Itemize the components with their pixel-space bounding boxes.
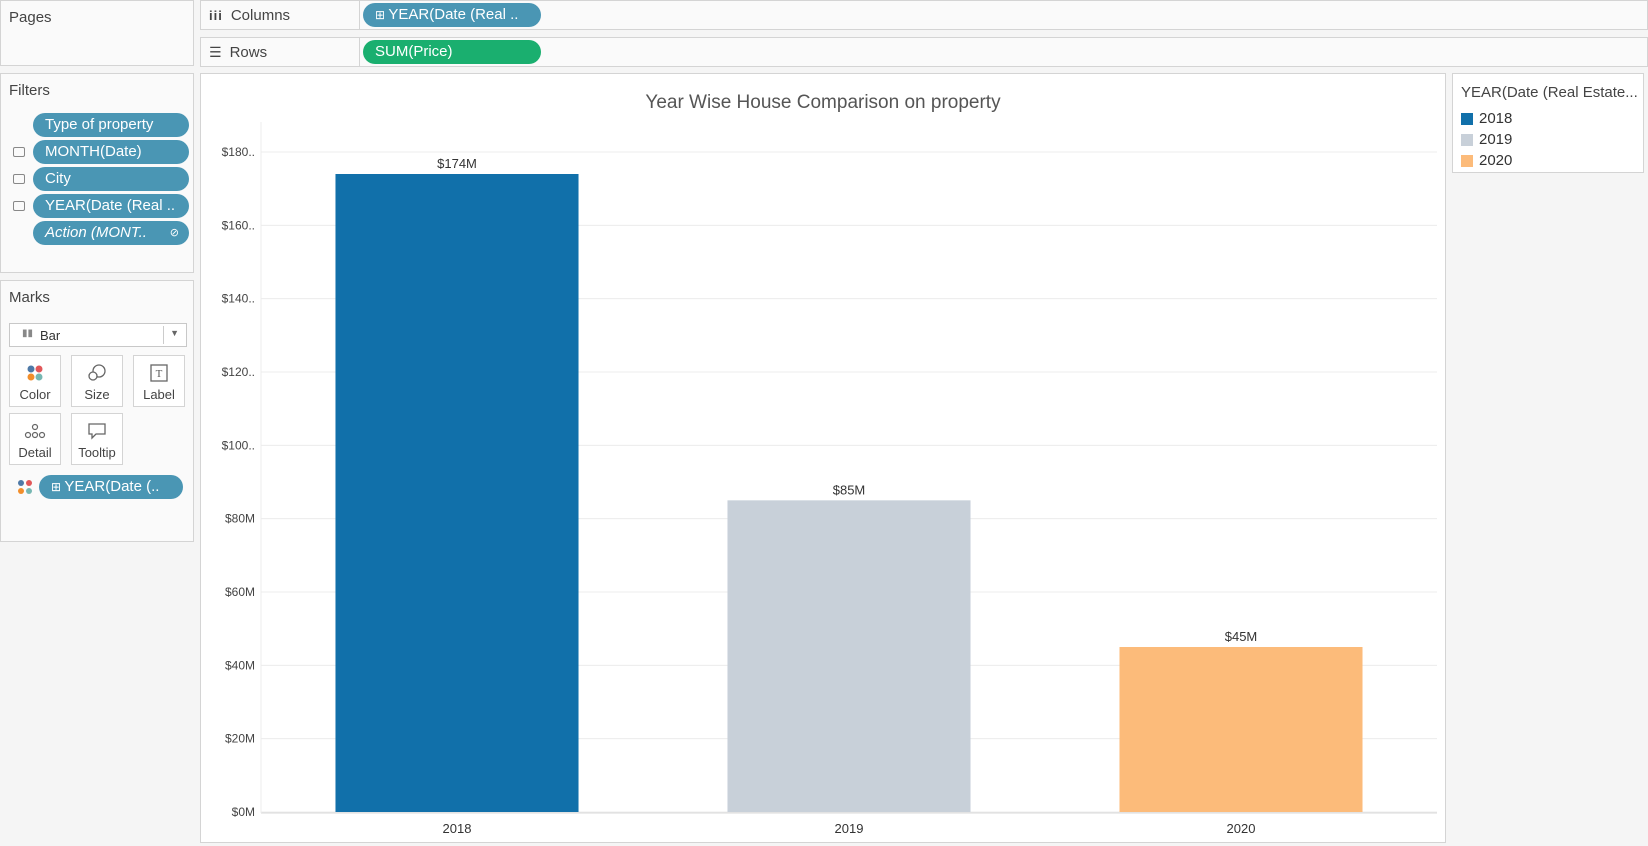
mark-type-dropdown[interactable]: ▮▮ Bar ▼ <box>9 323 187 347</box>
chevron-down-icon: ▼ <box>170 328 179 338</box>
mark-type-label: Bar <box>40 328 61 343</box>
chart-area: Year Wise House Comparison on property $… <box>200 73 1446 843</box>
expand-icon: ⊞ <box>375 8 389 22</box>
x-tick-label: 2019 <box>835 821 864 836</box>
filters-title: Filters <box>9 82 50 99</box>
label-button[interactable]: T Label <box>133 355 185 407</box>
filter-pill-type-of-property[interactable]: Type of property <box>33 113 189 137</box>
color-icon <box>17 479 33 500</box>
data-label: $85M <box>833 482 866 497</box>
rows-shelf: ☰ Rows SUM(Price) <box>200 37 1648 67</box>
columns-divider <box>359 1 360 29</box>
expand-icon: ⊞ <box>51 480 65 494</box>
svg-text:T: T <box>156 368 163 380</box>
y-tick-label: $60M <box>225 585 255 599</box>
y-tick-label: $160.. <box>222 218 255 232</box>
y-tick-label: $40M <box>225 658 255 672</box>
filter-card-icon <box>13 174 25 184</box>
tooltip-button[interactable]: Tooltip <box>71 413 123 465</box>
filter-label: Action (MONT.. <box>45 224 147 241</box>
legend-swatch <box>1461 154 1473 167</box>
bar-2019 <box>727 500 971 812</box>
data-label: $174M <box>437 156 477 171</box>
x-tick-label: 2020 <box>1227 821 1256 836</box>
rows-pill[interactable]: SUM(Price) <box>363 40 541 64</box>
filter-pill-year[interactable]: YEAR(Date (Real .. <box>33 194 189 218</box>
y-tick-label: $120.. <box>222 365 255 379</box>
detail-icon <box>24 422 46 443</box>
filter-pill-action[interactable]: Action (MONT.. ⊘ <box>33 221 189 245</box>
data-label: $45M <box>1225 629 1258 644</box>
chart-title: Year Wise House Comparison on property <box>645 92 1001 113</box>
legend-swatch <box>1461 133 1473 146</box>
color-year-pill[interactable]: ⊞ YEAR(Date (.. <box>39 475 183 499</box>
legend-title: YEAR(Date (Real Estate... <box>1461 84 1638 101</box>
columns-label-text: Columns <box>230 7 291 24</box>
bar-2018 <box>335 174 579 812</box>
filter-card-icon <box>13 201 25 211</box>
detail-button-label: Detail <box>18 445 52 460</box>
label-button-label: Label <box>143 387 175 402</box>
legend-label: 2020 <box>1479 152 1513 169</box>
columns-pill-label: YEAR(Date (Real .. <box>388 6 519 23</box>
columns-shelf: iii Columns ⊞ YEAR(Date (Real .. <box>200 0 1648 30</box>
filter-pill-city[interactable]: City <box>33 167 189 191</box>
marks-panel: Marks ▮▮ Bar ▼ Color Size T Label Detail… <box>0 280 194 542</box>
pages-title: Pages <box>9 9 52 26</box>
rows-label-text: Rows <box>229 44 268 61</box>
legend-swatch <box>1461 112 1473 125</box>
dropdown-divider <box>163 326 164 344</box>
rows-icon: ☰ <box>209 44 222 60</box>
tooltip-button-label: Tooltip <box>78 445 116 460</box>
bar-chart: $0M $20M $40M $60M $80M $100.. $120.. $140.. $16… <box>222 122 1437 836</box>
color-icon <box>26 364 44 385</box>
x-tick-label: 2018 <box>443 821 472 836</box>
pages-panel: Pages <box>0 0 194 66</box>
rows-pill-label: SUM(Price) <box>375 43 453 60</box>
marks-title: Marks <box>9 289 50 306</box>
y-tick-label: $140.. <box>222 292 255 306</box>
filters-panel: Filters Type of property MONTH(Date) Cit… <box>0 73 194 273</box>
filter-label: Type of property <box>45 116 154 133</box>
y-tick-label: $100.. <box>222 438 255 452</box>
detail-button[interactable]: Detail <box>9 413 61 465</box>
legend-item-2020[interactable]: 2020 <box>1461 152 1512 169</box>
filter-pill-month[interactable]: MONTH(Date) <box>33 140 189 164</box>
rows-divider <box>359 38 360 66</box>
size-button[interactable]: Size <box>71 355 123 407</box>
y-tick-label: $180.. <box>222 145 255 159</box>
legend-item-2018[interactable]: 2018 <box>1461 110 1512 127</box>
rows-label: ☰ Rows <box>209 44 267 61</box>
bar-2020 <box>1119 647 1363 812</box>
tooltip-icon <box>87 422 107 443</box>
link-icon: ⊘ <box>169 227 179 239</box>
label-icon: T <box>150 364 168 385</box>
color-button-label: Color <box>19 387 51 402</box>
y-tick-label: $0M <box>232 805 255 819</box>
y-tick-label: $80M <box>225 512 255 526</box>
filter-label: MONTH(Date) <box>45 143 142 160</box>
columns-label: iii Columns <box>209 7 290 24</box>
legend-label: 2019 <box>1479 131 1513 148</box>
y-tick-label: $20M <box>225 732 255 746</box>
bar-chart-icon: ▮▮ <box>22 328 34 339</box>
color-button[interactable]: Color <box>9 355 61 407</box>
legend-label: 2018 <box>1479 110 1513 127</box>
filter-card-icon <box>13 147 25 157</box>
size-button-label: Size <box>84 387 110 402</box>
color-legend: YEAR(Date (Real Estate... 2018 2019 2020 <box>1452 73 1644 173</box>
columns-pill[interactable]: ⊞ YEAR(Date (Real .. <box>363 3 541 27</box>
filter-label: City <box>45 170 71 187</box>
size-icon <box>87 364 107 385</box>
filter-label: YEAR(Date (Real .. <box>45 197 176 214</box>
columns-icon: iii <box>209 8 223 23</box>
color-pill-label: YEAR(Date (.. <box>64 478 160 495</box>
legend-item-2019[interactable]: 2019 <box>1461 131 1512 148</box>
